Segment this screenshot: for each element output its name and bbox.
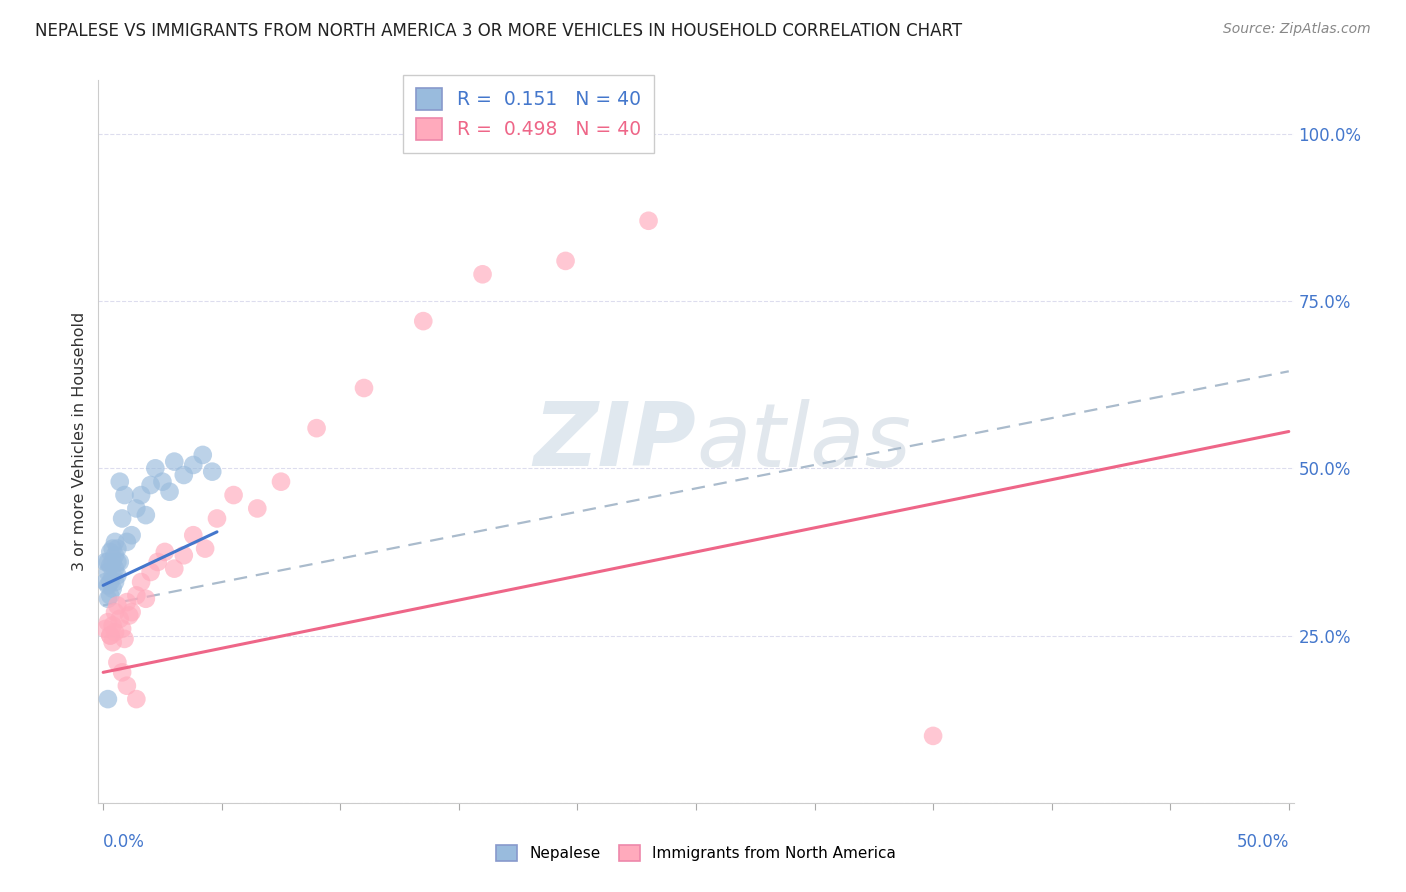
Point: [101, 582, 124, 596]
Point: [98, 628, 121, 642]
Point: [121, 528, 143, 542]
Point: [152, 475, 174, 489]
Text: NEPALESE VS IMMIGRANTS FROM NORTH AMERICA 3 OR MORE VEHICLES IN HOUSEHOLD CORREL: NEPALESE VS IMMIGRANTS FROM NORTH AMERIC…: [35, 22, 962, 40]
Point: [105, 568, 128, 582]
Point: [108, 555, 131, 569]
Point: [114, 488, 136, 502]
Point: [101, 618, 124, 632]
Legend: Nepalese, Immigrants from North America: Nepalese, Immigrants from North America: [489, 839, 903, 867]
Point: [159, 484, 181, 499]
Point: [98, 589, 121, 603]
Point: [97, 565, 120, 579]
Point: [135, 591, 157, 606]
Point: [146, 555, 169, 569]
Point: [201, 465, 224, 479]
Point: [246, 501, 269, 516]
Point: [471, 268, 494, 282]
Point: [922, 729, 945, 743]
Point: [105, 599, 128, 613]
Point: [111, 511, 134, 525]
Point: [104, 625, 127, 640]
Point: [353, 381, 375, 395]
Point: [115, 679, 138, 693]
Point: [125, 692, 148, 706]
Point: [101, 635, 124, 649]
Point: [104, 562, 127, 576]
Point: [97, 591, 120, 606]
Point: [97, 692, 120, 706]
Point: [97, 615, 120, 630]
Point: [94, 575, 117, 590]
Point: [104, 605, 127, 619]
Point: [114, 632, 136, 646]
Point: [101, 541, 124, 556]
Point: [129, 575, 152, 590]
Point: [108, 612, 131, 626]
Point: [153, 545, 176, 559]
Point: [98, 558, 121, 573]
Point: [194, 541, 217, 556]
Point: [121, 605, 143, 619]
Point: [222, 488, 245, 502]
Point: [104, 575, 127, 590]
Point: [205, 511, 228, 525]
Text: 0.0%: 0.0%: [103, 833, 145, 851]
Point: [98, 545, 121, 559]
Point: [554, 254, 576, 268]
Point: [115, 534, 138, 549]
Point: [105, 555, 128, 569]
Point: [125, 501, 148, 516]
Point: [111, 665, 134, 680]
Point: [135, 508, 157, 523]
Point: [97, 578, 120, 592]
Y-axis label: 3 or more Vehicles in Household: 3 or more Vehicles in Household: [72, 312, 87, 571]
Point: [637, 214, 659, 228]
Point: [98, 628, 121, 642]
Point: [105, 655, 128, 669]
Point: [305, 421, 328, 435]
Point: [104, 548, 127, 563]
Point: [118, 608, 141, 623]
Point: [270, 475, 292, 489]
Point: [191, 448, 214, 462]
Point: [94, 622, 117, 636]
Text: atlas: atlas: [696, 399, 911, 484]
Point: [101, 568, 124, 582]
Point: [97, 555, 120, 569]
Point: [98, 575, 121, 590]
Point: [173, 467, 195, 482]
Point: [163, 562, 186, 576]
Text: ZIP: ZIP: [533, 398, 696, 485]
Point: [108, 475, 131, 489]
Text: Source: ZipAtlas.com: Source: ZipAtlas.com: [1223, 22, 1371, 37]
Point: [104, 534, 127, 549]
Point: [139, 478, 162, 492]
Point: [115, 595, 138, 609]
Point: [125, 589, 148, 603]
Point: [139, 565, 162, 579]
Point: [163, 455, 186, 469]
Point: [94, 555, 117, 569]
Point: [181, 528, 204, 542]
Point: [101, 555, 124, 569]
Point: [412, 314, 434, 328]
Point: [181, 458, 204, 472]
Point: [143, 461, 166, 475]
Point: [111, 622, 134, 636]
Point: [105, 541, 128, 556]
Point: [173, 548, 195, 563]
Point: [129, 488, 152, 502]
Text: 50.0%: 50.0%: [1236, 833, 1289, 851]
